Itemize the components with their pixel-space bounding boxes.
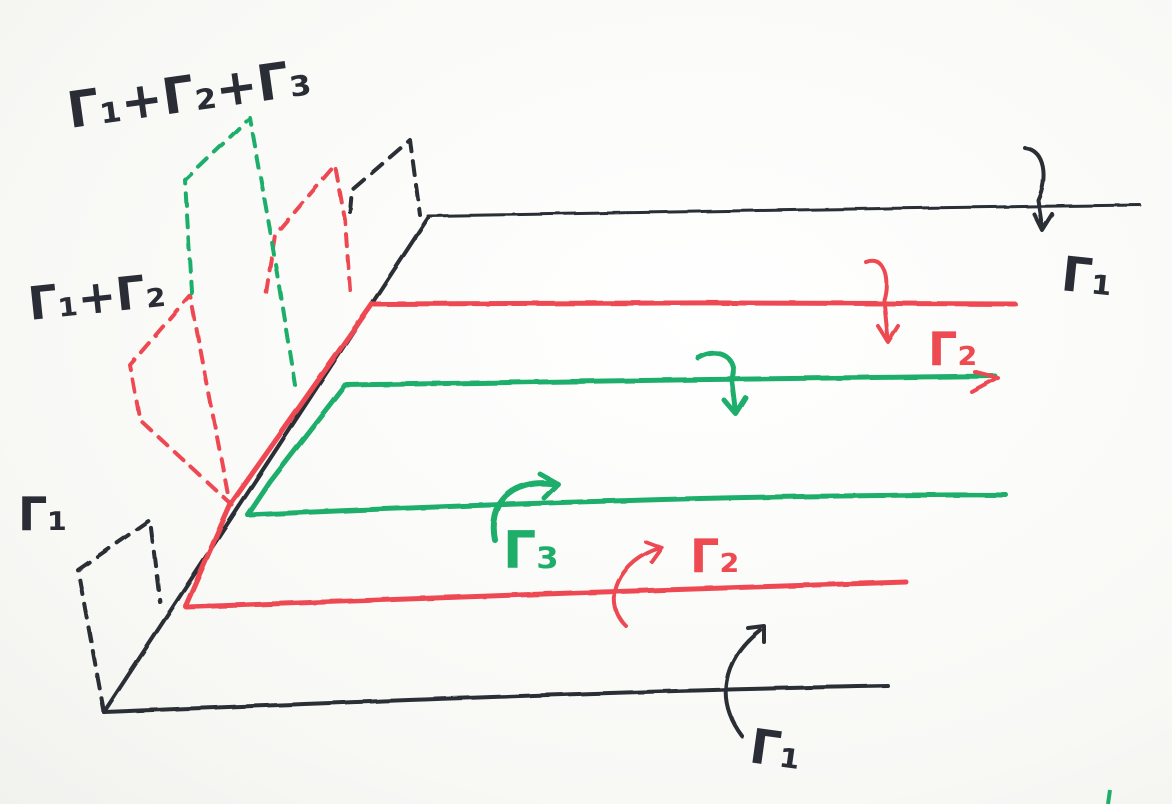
red-upper-arrowhead xyxy=(876,324,900,344)
label-gamma2-red-lower: Γ₂ xyxy=(690,529,739,583)
black-dashed-profile-bottom xyxy=(76,518,162,714)
black-bottom-curved-arrow xyxy=(723,628,762,738)
red-upper-curved-arrow xyxy=(864,258,890,342)
green-lower-line xyxy=(245,492,1009,518)
red-dashed-profile-top xyxy=(263,163,352,302)
red-lower-arrowhead xyxy=(644,540,664,564)
red-lower-curved-arrow xyxy=(612,546,662,628)
green-upper-arrowhead xyxy=(721,395,749,417)
label-sum-123: Γ₁+Γ₂+Γ₃ xyxy=(64,48,315,140)
red-upper-line xyxy=(369,300,1018,307)
green-diagonal xyxy=(245,382,348,518)
label-gamma1-top: Γ₁ xyxy=(1059,246,1116,307)
black-top-arrowhead xyxy=(1032,212,1054,232)
label-sum-12: Γ₁+Γ₂ xyxy=(26,263,168,331)
label-gamma3-green: Γ₃ xyxy=(503,521,559,581)
black-dashed-profile-top xyxy=(348,138,422,217)
green-dashed-profile xyxy=(183,116,297,387)
black-bottom-line xyxy=(102,684,890,714)
label-gamma1-bottom: Γ₁ xyxy=(746,718,805,781)
green-tick-mark xyxy=(1106,789,1112,804)
green-upper-curved-arrow xyxy=(695,350,739,415)
black-bottom-arrowhead xyxy=(746,624,766,644)
black-top-line xyxy=(426,203,1142,218)
green-lower-arrowhead xyxy=(537,471,561,501)
green-upper-line xyxy=(342,373,998,388)
red-right-arrowhead xyxy=(970,370,1000,394)
red-lower-line xyxy=(183,579,909,610)
label-gamma1-left: Γ₁ xyxy=(18,487,67,541)
black-top-curved-arrow xyxy=(1023,146,1046,228)
label-gamma2-red-upper: Γ₂ xyxy=(928,322,977,376)
green-lower-curved-arrow xyxy=(490,480,558,543)
black-diagonal-axis xyxy=(102,216,430,714)
red-dashed-profile xyxy=(128,293,234,507)
